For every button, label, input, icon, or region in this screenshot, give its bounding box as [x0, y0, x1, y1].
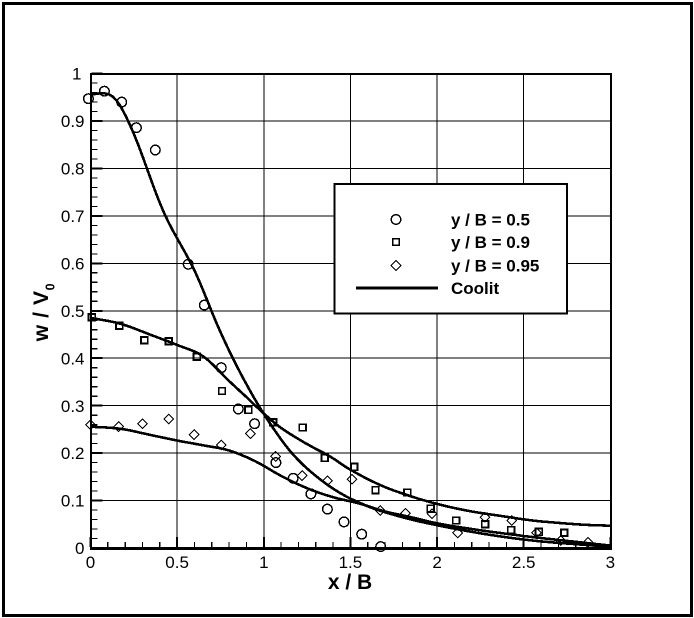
svg-text:3: 3 — [606, 553, 615, 572]
svg-text:0.6: 0.6 — [61, 255, 85, 274]
svg-text:x / B: x / B — [328, 571, 372, 594]
svg-text:0.1: 0.1 — [61, 492, 85, 511]
svg-text:0.3: 0.3 — [61, 397, 85, 416]
svg-text:y / B = 0.95: y / B = 0.95 — [451, 256, 539, 275]
svg-text:0.7: 0.7 — [61, 207, 85, 226]
svg-text:0: 0 — [75, 539, 84, 558]
svg-text:0.2: 0.2 — [61, 444, 85, 463]
svg-text:y / B = 0.5: y / B = 0.5 — [451, 210, 530, 229]
svg-text:0.4: 0.4 — [61, 349, 85, 368]
svg-text:2.5: 2.5 — [512, 553, 536, 572]
svg-text:0.5: 0.5 — [61, 302, 85, 321]
svg-text:0.9: 0.9 — [61, 112, 85, 131]
svg-text:0.8: 0.8 — [61, 160, 85, 179]
svg-text:1.5: 1.5 — [339, 553, 363, 572]
svg-text:1: 1 — [72, 65, 81, 84]
svg-text:1: 1 — [259, 553, 268, 572]
svg-text:y / B = 0.9: y / B = 0.9 — [451, 233, 530, 252]
svg-text:0.5: 0.5 — [165, 553, 189, 572]
svg-text:0: 0 — [86, 553, 95, 572]
svg-text:Coolit: Coolit — [451, 279, 499, 298]
svg-text:w / V0: w / V0 — [30, 283, 58, 342]
svg-text:2: 2 — [432, 553, 441, 572]
